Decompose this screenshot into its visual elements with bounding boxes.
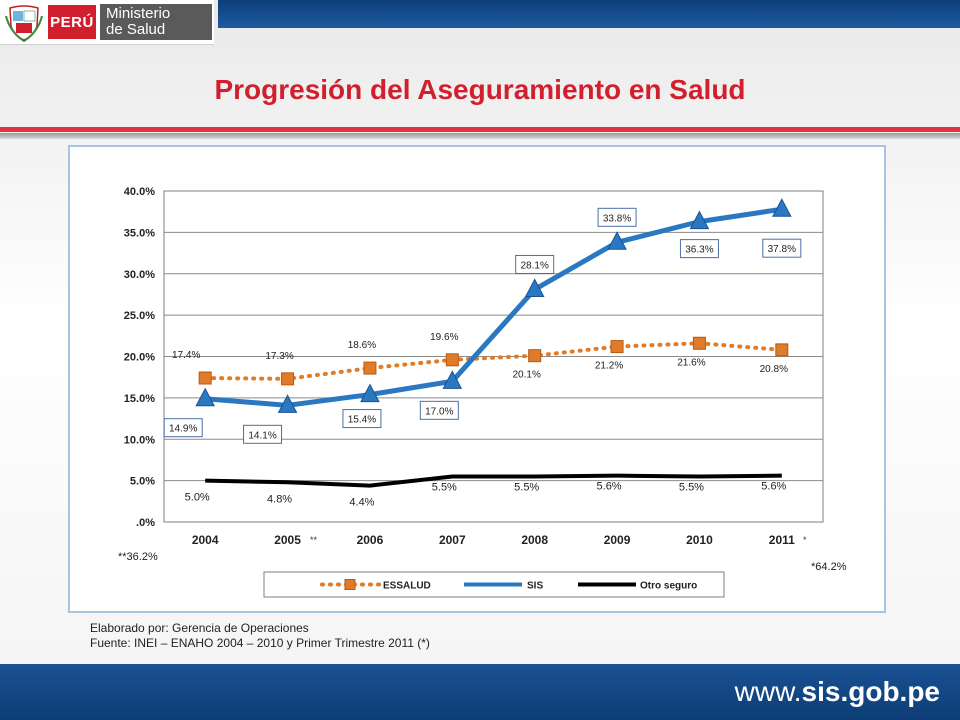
essalud-data-label: 20.1% xyxy=(513,370,541,381)
sis-label-box xyxy=(679,239,719,259)
x-tick-label: 2009 xyxy=(604,533,631,547)
credit-block: Elaborado por: Gerencia de Operaciones F… xyxy=(90,621,430,651)
line-chart: .0% 5.0% 10.0% 15.0% 20.0% 25.0% 30.0% 35.0% 40.… xyxy=(118,186,847,598)
essalud-marker xyxy=(363,361,377,375)
coat-of-arms-icon xyxy=(5,5,43,42)
sis-marker xyxy=(442,370,463,389)
sis-label-box xyxy=(515,254,555,274)
peru-label: PERÚ xyxy=(48,5,96,39)
sis-data-label: 15.4% xyxy=(348,415,376,426)
y-tick-label: 30.0% xyxy=(124,269,155,281)
x-tick-suffix: * xyxy=(803,535,807,545)
essalud-marker xyxy=(610,340,624,354)
otro-seguro-data-label: 5.6% xyxy=(597,481,622,493)
y-tick-label: 15.0% xyxy=(124,393,155,405)
sis-data-label: 37.8% xyxy=(768,244,796,255)
sis-label-box xyxy=(163,418,203,438)
sis-marker xyxy=(771,198,792,217)
ministry-label: Ministerio de Salud xyxy=(100,4,212,40)
footer-bar: www.sis.gob.pe xyxy=(0,664,960,720)
header-blue-band xyxy=(218,0,960,28)
essalud-marker xyxy=(445,353,459,367)
sis-data-label: 36.3% xyxy=(685,245,713,256)
sis-marker xyxy=(277,394,298,413)
y-tick-label: 5.0% xyxy=(130,476,155,488)
x-tick-label: 2007 xyxy=(439,533,466,547)
essalud-data-label: 20.8% xyxy=(760,364,788,375)
otro-seguro-data-label: 5.0% xyxy=(185,492,210,504)
header-bar: PERÚ Ministerio de Salud xyxy=(0,0,960,46)
sis-label-box xyxy=(762,238,802,258)
essalud-data-label: 17.3% xyxy=(265,351,293,362)
sis-marker xyxy=(607,231,627,250)
y-tick-label: 25.0% xyxy=(124,310,155,322)
essalud-data-label: 21.6% xyxy=(677,357,705,368)
x-tick-label: 2005 xyxy=(274,533,301,547)
sis-data-label: 33.8% xyxy=(603,213,631,224)
ministry-line-2: de Salud xyxy=(106,21,166,38)
y-tick-label: 40.0% xyxy=(124,186,155,198)
sis-data-label: 17.0% xyxy=(425,406,453,417)
essalud-data-label: 17.4% xyxy=(172,350,200,361)
sis-label-box xyxy=(342,409,382,429)
series-line-essalud xyxy=(203,341,784,381)
title-gray-rule xyxy=(0,133,960,139)
sis-marker xyxy=(360,383,380,403)
annotation-2011: *64.2% xyxy=(811,561,847,573)
otro-seguro-data-label: 5.5% xyxy=(432,481,457,493)
series-line-otro-seguro xyxy=(205,473,782,488)
url-prefix: www. xyxy=(734,676,802,707)
x-tick-label: 2006 xyxy=(357,533,384,547)
essalud-marker xyxy=(528,349,542,363)
sis-marker xyxy=(689,210,710,230)
series-line-sis xyxy=(204,206,783,408)
legend-otro-seguro-label: Otro seguro xyxy=(640,581,697,592)
otro-seguro-data-label: 5.5% xyxy=(514,481,539,493)
sis-marker xyxy=(195,387,216,407)
title-red-rule xyxy=(0,127,960,132)
legend-essalud-marker xyxy=(344,579,356,590)
page-title: Progresión del Aseguramiento en Salud xyxy=(214,74,746,105)
credit-author: Elaborado por: Gerencia de Operaciones xyxy=(90,621,309,635)
x-tick-label: 2010 xyxy=(686,533,713,547)
sis-data-label: 28.1% xyxy=(521,260,549,271)
sis-data-label: 14.1% xyxy=(248,430,276,441)
legend-sis-label: SIS xyxy=(527,581,543,592)
essalud-data-label: 21.2% xyxy=(595,361,623,372)
y-tick-label: 10.0% xyxy=(124,434,155,446)
essalud-marker xyxy=(775,343,789,357)
otro-seguro-data-label: 5.5% xyxy=(679,481,704,493)
url-domain: sis.gob.pe xyxy=(801,676,940,707)
essalud-marker xyxy=(198,371,212,385)
x-tick-label: 2011 xyxy=(769,533,795,547)
y-tick-label: 35.0% xyxy=(124,227,155,239)
legend-essalud-label: ESSALUD xyxy=(383,581,431,592)
x-tick-suffix: ** xyxy=(310,535,318,545)
otro-seguro-data-label: 4.4% xyxy=(349,497,374,509)
annotation-2005: **36.2% xyxy=(118,551,158,563)
essalud-marker xyxy=(281,372,295,386)
essalud-data-label: 19.6% xyxy=(430,332,458,343)
essalud-data-label: 18.6% xyxy=(348,340,376,351)
credit-source: Fuente: INEI – ENAHO 2004 – 2010 y Prime… xyxy=(90,636,430,650)
sis-marker xyxy=(524,278,545,297)
sis-label-box xyxy=(597,207,637,227)
y-tick-label: 20.0% xyxy=(124,352,155,364)
website-url: www.sis.gob.pe xyxy=(735,676,940,708)
x-tick-label: 2008 xyxy=(521,533,548,547)
sis-data-label: 14.9% xyxy=(169,424,197,435)
y-tick-label: .0% xyxy=(136,517,155,529)
ministry-line-1: Ministerio xyxy=(106,5,171,22)
essalud-marker xyxy=(692,336,706,350)
sis-label-box xyxy=(419,400,459,420)
x-tick-label: 2004 xyxy=(192,533,219,547)
sis-label-box xyxy=(243,424,283,444)
ministry-logo: PERÚ Ministerio de Salud xyxy=(0,0,214,45)
otro-seguro-data-label: 5.6% xyxy=(761,481,786,493)
chart-panel: .0% 5.0% 10.0% 15.0% 20.0% 25.0% 30.0% 35.0% 40.… xyxy=(68,145,886,613)
otro-seguro-data-label: 4.8% xyxy=(267,493,292,505)
